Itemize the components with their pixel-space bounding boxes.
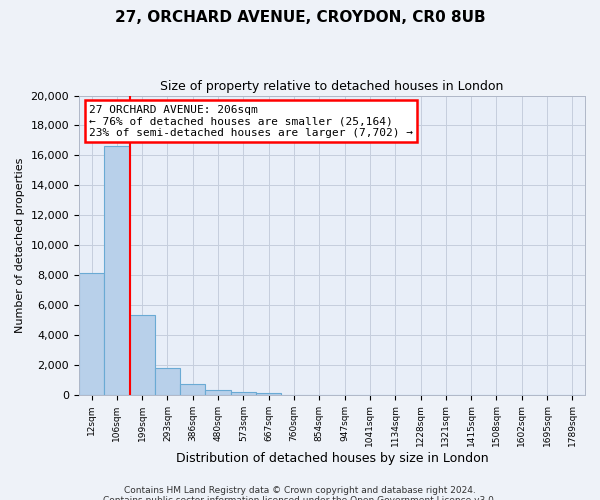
Bar <box>79 274 104 394</box>
Bar <box>155 368 180 394</box>
Bar <box>104 146 130 394</box>
Text: Contains public sector information licensed under the Open Government Licence v3: Contains public sector information licen… <box>103 496 497 500</box>
Bar <box>130 316 155 394</box>
Bar <box>205 390 231 394</box>
Title: Size of property relative to detached houses in London: Size of property relative to detached ho… <box>160 80 503 93</box>
Y-axis label: Number of detached properties: Number of detached properties <box>15 158 25 333</box>
Text: Contains HM Land Registry data © Crown copyright and database right 2024.: Contains HM Land Registry data © Crown c… <box>124 486 476 495</box>
Bar <box>231 392 256 394</box>
Bar <box>256 393 281 394</box>
Bar <box>180 384 205 394</box>
Text: 27, ORCHARD AVENUE, CROYDON, CR0 8UB: 27, ORCHARD AVENUE, CROYDON, CR0 8UB <box>115 10 485 25</box>
X-axis label: Distribution of detached houses by size in London: Distribution of detached houses by size … <box>176 452 488 465</box>
Text: 27 ORCHARD AVENUE: 206sqm
← 76% of detached houses are smaller (25,164)
23% of s: 27 ORCHARD AVENUE: 206sqm ← 76% of detac… <box>89 104 413 138</box>
